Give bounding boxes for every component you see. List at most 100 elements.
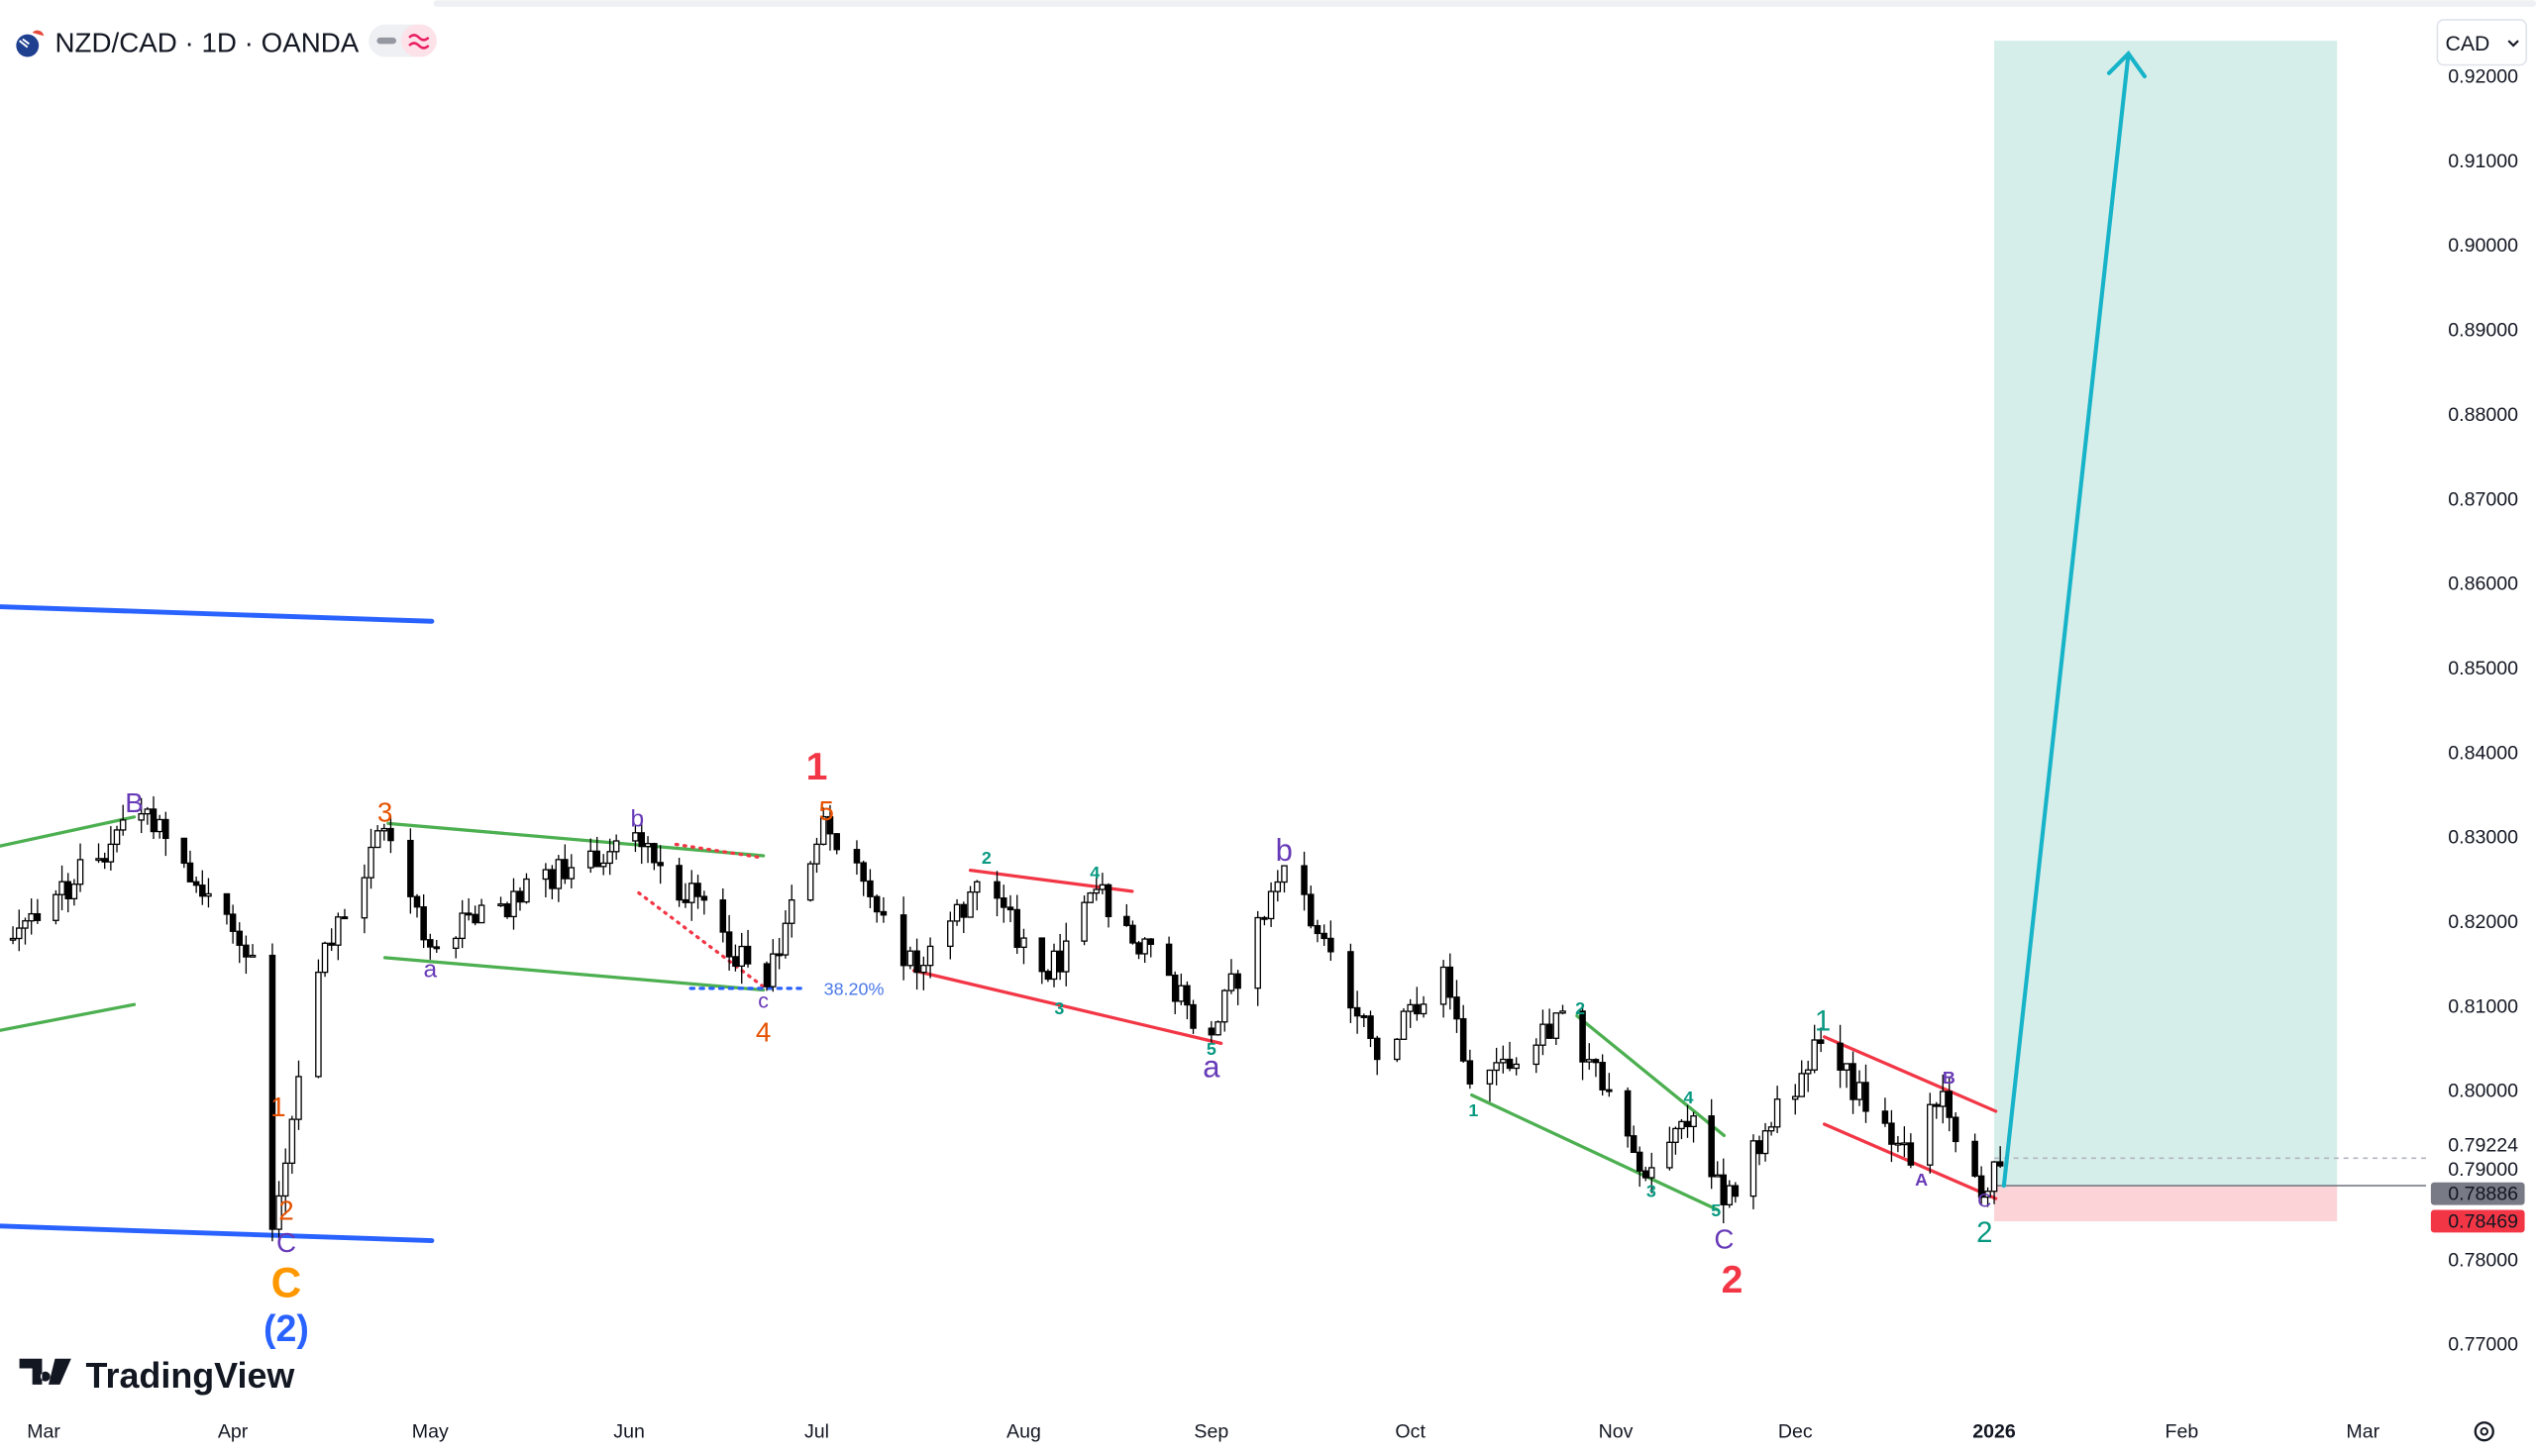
- candle-down[interactable]: [994, 881, 1001, 899]
- candle-down[interactable]: [1414, 1003, 1421, 1015]
- candle-up[interactable]: [947, 920, 954, 948]
- candle-up[interactable]: [920, 965, 927, 974]
- top-scroll-bar[interactable]: [433, 0, 2536, 7]
- candle-down[interactable]: [1599, 1062, 1606, 1091]
- candle-down[interactable]: [853, 849, 861, 864]
- candle-down[interactable]: [1261, 916, 1268, 920]
- candle-up[interactable]: [906, 950, 914, 967]
- candle-up[interactable]: [53, 893, 59, 921]
- green-line[interactable]: [0, 1002, 137, 1032]
- candle-up[interactable]: [335, 916, 342, 946]
- candle-down[interactable]: [1862, 1082, 1869, 1112]
- candle-down[interactable]: [833, 833, 840, 851]
- candle-up[interactable]: [1141, 938, 1148, 955]
- candle-up[interactable]: [58, 881, 65, 895]
- tradingview-logo[interactable]: TradingView: [19, 1355, 295, 1396]
- candle-up[interactable]: [1804, 1069, 1812, 1075]
- candle-up[interactable]: [632, 832, 639, 842]
- time-axis[interactable]: Mar Apr May Jun Jul Aug Sep Oct Nov Dec 2026 Feb Mar: [27, 1421, 2379, 1443]
- candle-down[interactable]: [1684, 1120, 1691, 1128]
- symbol-header[interactable]: NZD/CAD · 1D · OANDA: [16, 24, 437, 58]
- candle-up[interactable]: [1215, 1021, 1221, 1036]
- candle-up[interactable]: [315, 971, 322, 1078]
- candle-down[interactable]: [1123, 915, 1130, 926]
- candle-down[interactable]: [192, 881, 200, 886]
- candle-down[interactable]: [1933, 1103, 1941, 1107]
- green-line[interactable]: [0, 815, 137, 848]
- candle-down[interactable]: [223, 892, 231, 915]
- candle-down[interactable]: [1453, 996, 1460, 1020]
- candle-down[interactable]: [732, 956, 739, 968]
- candle-up[interactable]: [1647, 1167, 1655, 1179]
- candle-up[interactable]: [1552, 1012, 1560, 1039]
- candle-down[interactable]: [101, 858, 108, 863]
- candle-up[interactable]: [1513, 1063, 1520, 1070]
- candle-up[interactable]: [1678, 1120, 1685, 1130]
- candle-up[interactable]: [1811, 1039, 1818, 1071]
- candle-up[interactable]: [1178, 985, 1185, 1002]
- candle-up[interactable]: [1050, 950, 1058, 981]
- price-axis[interactable]: 0.92000 0.91000 0.90000 0.89000 0.88000 0.870…: [2448, 66, 2518, 1356]
- candle-up[interactable]: [1020, 937, 1027, 949]
- candle-down[interactable]: [1606, 1089, 1613, 1092]
- candle-down[interactable]: [1592, 1059, 1600, 1064]
- candle-up[interactable]: [1407, 1003, 1414, 1012]
- candle-up[interactable]: [806, 863, 814, 901]
- candle-up[interactable]: [9, 937, 17, 941]
- candle-down[interactable]: [1373, 1037, 1381, 1061]
- candle-down[interactable]: [562, 859, 569, 880]
- candle-up[interactable]: [953, 903, 961, 922]
- candle-up[interactable]: [76, 859, 84, 885]
- candle-up[interactable]: [1855, 1082, 1863, 1100]
- candle-down[interactable]: [1708, 1115, 1715, 1178]
- candle-down[interactable]: [1996, 1161, 2004, 1167]
- candle-up[interactable]: [612, 840, 620, 853]
- candle-up[interactable]: [974, 881, 981, 893]
- candle-up[interactable]: [288, 1118, 296, 1165]
- candle-down[interactable]: [826, 815, 834, 835]
- candle-down[interactable]: [1881, 1110, 1889, 1124]
- candle-up[interactable]: [586, 850, 594, 869]
- candle-up[interactable]: [1539, 1023, 1546, 1046]
- candle-down[interactable]: [328, 942, 335, 946]
- candle-down[interactable]: [1347, 951, 1354, 1009]
- candle-down[interactable]: [960, 903, 968, 918]
- candle-down[interactable]: [186, 862, 194, 883]
- settings-gear-icon[interactable]: [2474, 1421, 2494, 1442]
- candle-up[interactable]: [361, 877, 369, 919]
- candle-up[interactable]: [1666, 1141, 1673, 1169]
- candle-down[interactable]: [899, 914, 907, 967]
- candle-up[interactable]: [295, 1076, 302, 1120]
- candle-up[interactable]: [1099, 884, 1107, 890]
- candle-down[interactable]: [1641, 1170, 1649, 1179]
- candle-down[interactable]: [1056, 950, 1064, 973]
- candle-down[interactable]: [1888, 1122, 1895, 1145]
- candle-down[interactable]: [682, 898, 689, 903]
- candle-up[interactable]: [477, 904, 485, 924]
- candle-down[interactable]: [1506, 1058, 1514, 1070]
- candle-down[interactable]: [1579, 1010, 1586, 1063]
- candle-up[interactable]: [1500, 1058, 1507, 1064]
- target-zone[interactable]: [1994, 41, 2338, 1187]
- candle-up[interactable]: [1791, 1095, 1799, 1100]
- candle-down[interactable]: [387, 827, 394, 842]
- candle-down[interactable]: [180, 837, 188, 865]
- candle-up[interactable]: [967, 890, 974, 918]
- candle-up[interactable]: [1749, 1140, 1757, 1197]
- candle-up[interactable]: [1927, 1103, 1934, 1166]
- candle-down[interactable]: [1545, 1023, 1553, 1039]
- candle-down[interactable]: [1321, 932, 1327, 940]
- candle-up[interactable]: [813, 843, 820, 865]
- candle-down[interactable]: [1353, 1006, 1361, 1017]
- candle-up[interactable]: [1081, 901, 1088, 942]
- candle-up[interactable]: [644, 843, 652, 848]
- candle-up[interactable]: [1672, 1127, 1679, 1143]
- candle-up[interactable]: [70, 884, 78, 900]
- candle-down[interactable]: [1165, 943, 1173, 977]
- candle-up[interactable]: [459, 912, 466, 940]
- candle-down[interactable]: [1367, 1015, 1374, 1039]
- candle-down[interactable]: [1308, 893, 1315, 927]
- candle-down[interactable]: [243, 944, 250, 958]
- fib-dotted-line[interactable]: [637, 890, 766, 988]
- candle-down[interactable]: [64, 881, 71, 900]
